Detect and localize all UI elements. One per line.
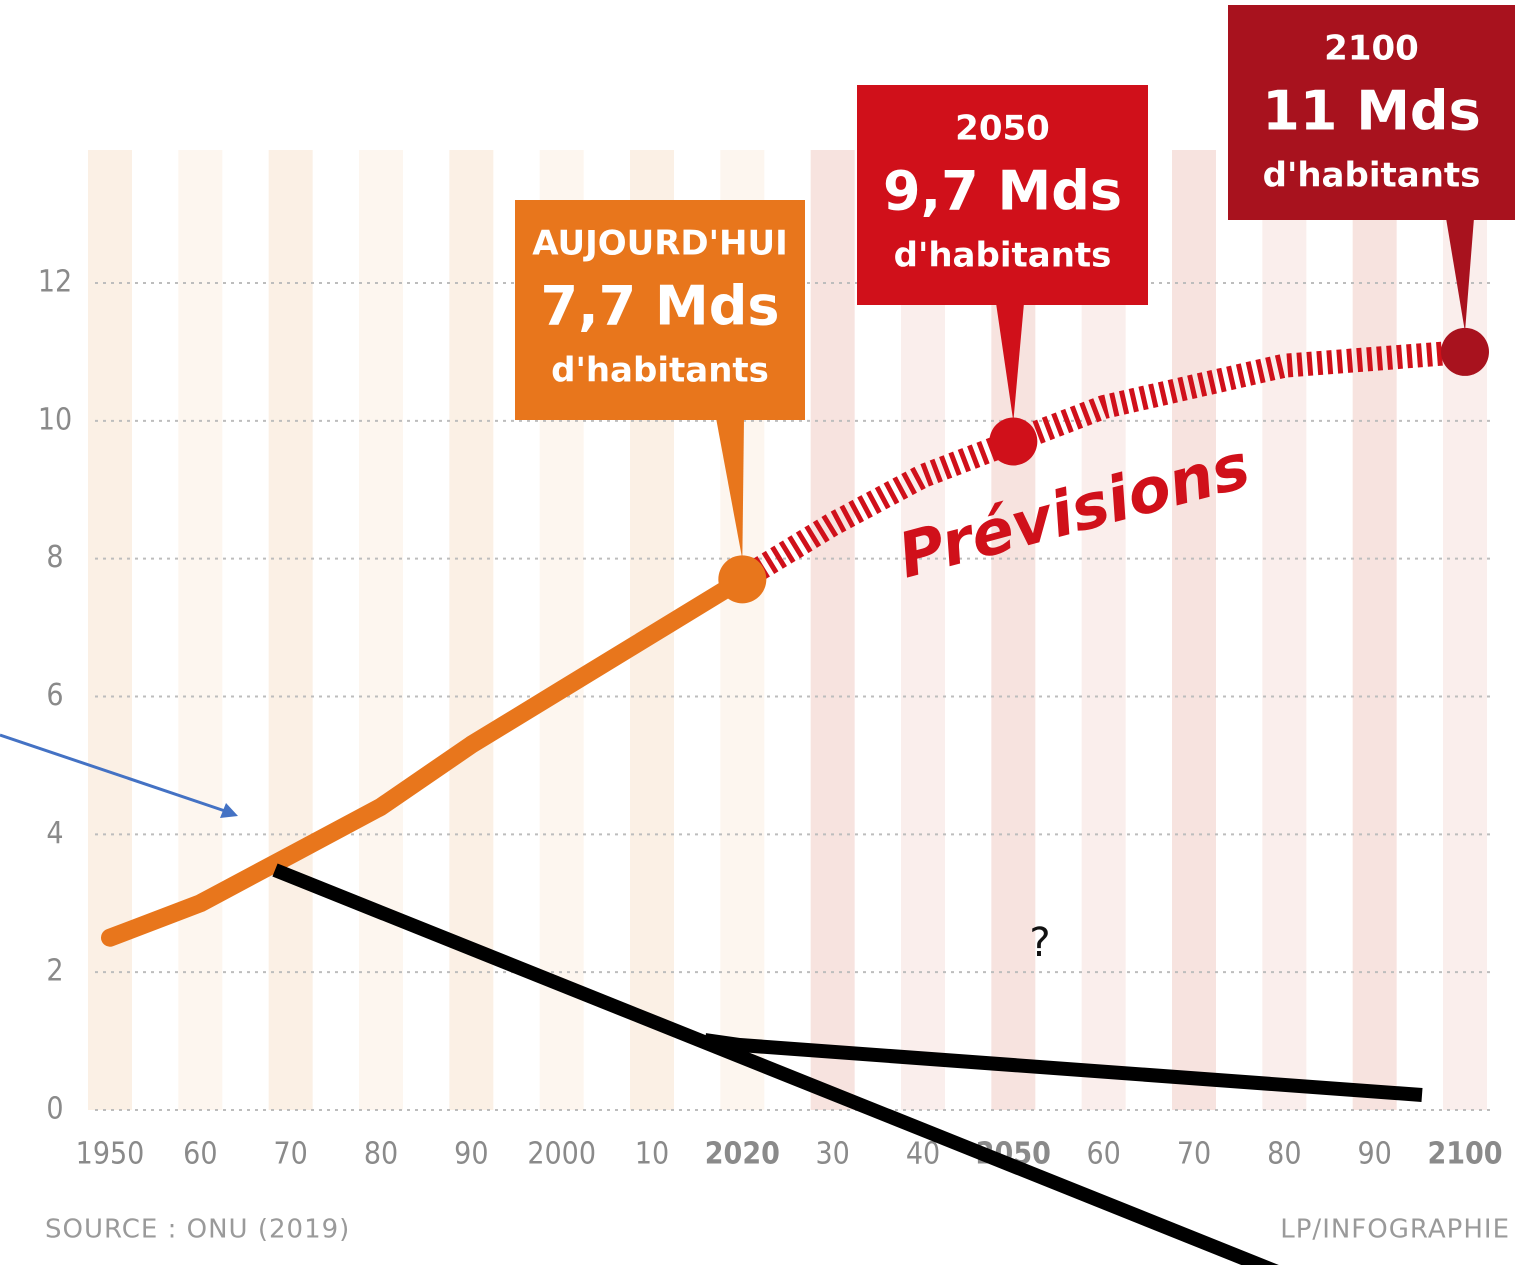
y-tick-label: 6 (46, 678, 63, 713)
callout-unit: d'habitants (1263, 156, 1481, 196)
callout-pointer (996, 303, 1024, 422)
stripe (1081, 150, 1126, 1110)
drawn-line (272, 863, 1279, 1265)
x-tick-label: 70 (273, 1137, 307, 1172)
stripe (268, 150, 313, 1110)
x-tick-label: 30 (815, 1137, 849, 1172)
x-tick-label: 80 (1267, 1137, 1301, 1172)
callout-label: 2050 (955, 109, 1050, 149)
callout-unit: d'habitants (551, 351, 769, 391)
x-tick-label: 60 (183, 1137, 217, 1172)
x-tick-label: 90 (1357, 1137, 1391, 1172)
marker (718, 555, 767, 604)
callout-label: 2100 (1324, 29, 1419, 69)
note: ? (1029, 920, 1050, 966)
stripe (359, 150, 403, 1110)
x-tick-label: 70 (1177, 1137, 1211, 1172)
callout-pointer (716, 418, 744, 560)
stripe (1172, 150, 1216, 1110)
stripe (901, 150, 945, 1110)
stripe (1352, 150, 1397, 1110)
y-tick-label: 8 (46, 540, 63, 575)
callout-unit: d'habitants (894, 236, 1112, 276)
x-tick-label: 2020 (705, 1137, 780, 1172)
stripe (1262, 150, 1307, 1110)
source: SOURCE : ONU (2019) (45, 1215, 350, 1245)
credit: LP/INFOGRAPHIE (1280, 1215, 1510, 1245)
y-tick-label: 4 (46, 816, 63, 851)
arrow-line (0, 733, 229, 814)
drawn-line (704, 1033, 1423, 1102)
y-tick-label: 2 (46, 954, 63, 989)
x-tick-label: 90 (454, 1137, 488, 1172)
callout-value: 11 Mds (1262, 80, 1480, 143)
x-tick-label: 2100 (1427, 1137, 1502, 1172)
y-tick-label: 0 (46, 1092, 63, 1127)
callout-value: 9,7 Mds (883, 160, 1122, 223)
x-tick-label: 80 (364, 1137, 398, 1172)
callout-value: 7,7 Mds (541, 275, 780, 338)
forecast-line (736, 339, 1466, 590)
callout-pointer (1446, 218, 1474, 332)
stripe (810, 150, 855, 1110)
callout-box (515, 200, 805, 420)
callout-box (857, 85, 1148, 305)
x-tick-label: 1950 (76, 1137, 145, 1172)
marker (989, 417, 1038, 466)
y-tick-label: 12 (38, 265, 72, 300)
stripe (178, 150, 223, 1110)
history-line (101, 570, 752, 947)
x-tick-label: 2000 (527, 1137, 596, 1172)
y-tick-label: 10 (38, 402, 72, 437)
x-tick-label: 10 (635, 1137, 669, 1172)
x-tick-label: 60 (1086, 1137, 1120, 1172)
x-tick-label: 40 (906, 1137, 940, 1172)
marker (1441, 327, 1489, 376)
callout-box (1228, 5, 1515, 220)
stripe (449, 150, 494, 1110)
stripe (88, 150, 132, 1110)
arrow-head (220, 803, 238, 818)
callout-label: AUJOURD'HUI (532, 224, 788, 264)
